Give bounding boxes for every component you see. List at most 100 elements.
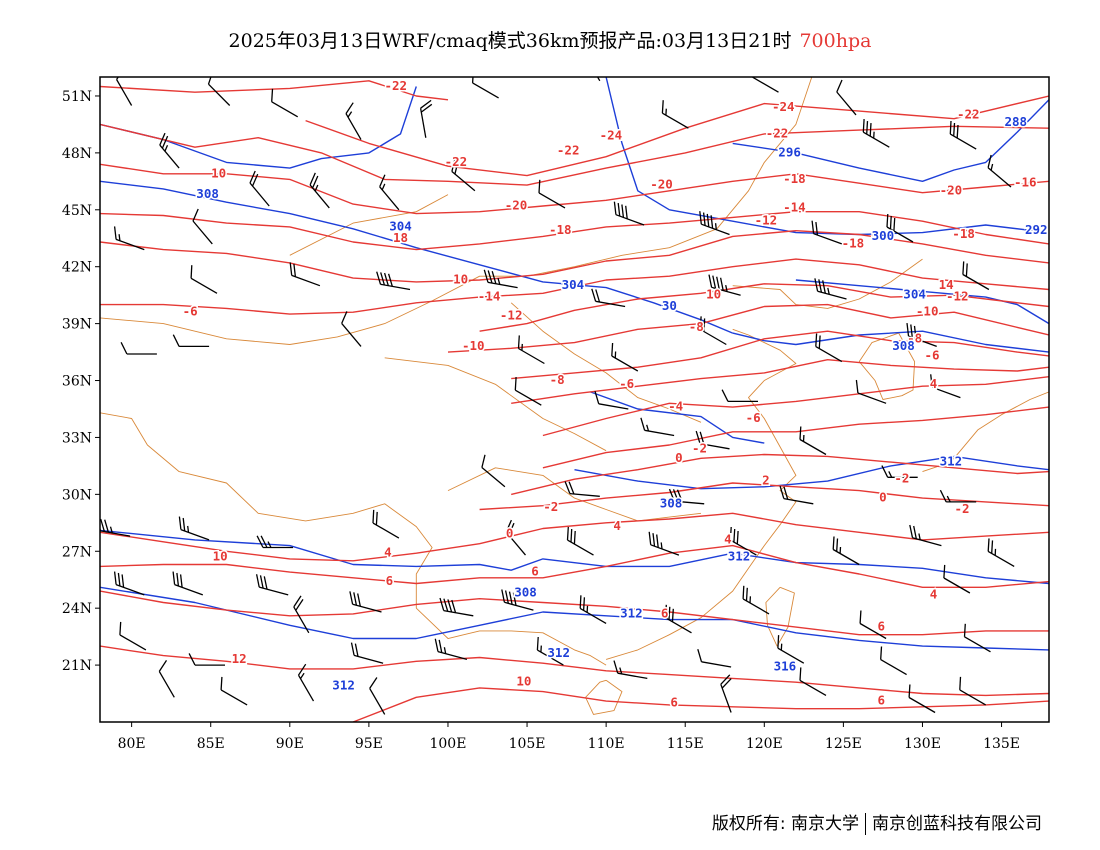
temperature-label: -24 [772, 99, 795, 114]
wind-barb [729, 526, 757, 556]
lat-tick-label: 45N [62, 203, 92, 219]
temperature-isoline [100, 80, 449, 101]
temperature-label: 4 [930, 376, 938, 391]
temperature-label: -8 [550, 372, 565, 387]
wind-barb [309, 172, 330, 209]
wind-barb [648, 531, 680, 556]
height-label: 316 [622, 742, 645, 757]
temperature-label: -10 [916, 304, 939, 319]
temperature-label: 4 [613, 518, 621, 533]
temperature-label: -20 [940, 182, 963, 197]
wind-barb [886, 213, 914, 243]
height-label: 316 [774, 659, 797, 674]
temperature-label: 6 [531, 564, 539, 579]
height-label: 308 [892, 338, 915, 353]
temperature-label: -2 [543, 499, 558, 514]
temperature-label: 4 [384, 545, 392, 560]
lon-tick-label: 115E [667, 736, 704, 752]
wind-barb [119, 621, 147, 651]
wind-barb [256, 535, 293, 549]
temperature-label: -6 [183, 304, 198, 319]
wind-barb [579, 595, 607, 624]
wind-barb [699, 211, 730, 236]
wind-barb [538, 179, 566, 209]
temperature-isoline [447, 303, 1049, 353]
wind-barb [855, 379, 887, 404]
temperature-label: -4 [668, 399, 683, 414]
temperature-isoline [305, 95, 1049, 177]
wind-barb [611, 342, 639, 372]
height-label: 312 [332, 678, 355, 693]
temperature-label: -6 [619, 376, 634, 391]
temperature-isoline [100, 258, 1049, 315]
wind-barb [439, 597, 474, 617]
title-main: 2025年03月13日WRF/cmaq模式36km预报产品:03月13日21时 [228, 30, 792, 52]
wind-barb [695, 430, 730, 450]
temperature-label: -22 [445, 154, 468, 169]
temperature-label: -14 [478, 289, 501, 304]
wind-barb [987, 154, 1012, 188]
height-isolines [100, 77, 1049, 651]
lat-tick-label: 48N [62, 146, 92, 162]
wind-barb [814, 278, 847, 300]
wind-barb [708, 274, 741, 296]
wind-barb [664, 604, 692, 634]
wind-barb [350, 642, 384, 664]
temperature-label: 6 [878, 619, 886, 634]
temperature-label: 6 [661, 605, 669, 620]
lat-tick-label: 27N [62, 544, 92, 560]
lat-tick-label: 51N [62, 89, 92, 105]
page-title: 2025年03月13日WRF/cmaq模式36km预报产品:03月13日21时 7… [0, 26, 1100, 53]
wind-barb [120, 342, 157, 355]
wind-barb [536, 636, 564, 666]
lat-tick-label: 39N [62, 317, 92, 333]
wind-barb [158, 660, 175, 698]
wind-barb [369, 677, 386, 715]
height-label: 312 [620, 605, 643, 620]
wind-barb [113, 571, 145, 596]
temperature-isoline [100, 230, 1049, 283]
temperature-label: 12 [232, 651, 247, 666]
wind-barb [564, 481, 600, 497]
wind-barb [113, 226, 145, 251]
wind-barb [661, 100, 689, 129]
temperature-label: -6 [746, 410, 761, 425]
wind-barb [799, 426, 827, 456]
boundary-line [732, 258, 923, 309]
wind-barb [859, 610, 887, 640]
lon-tick-label: 80E [118, 736, 146, 752]
wind-barb [959, 676, 987, 706]
wind-barb [255, 574, 289, 596]
wind-barb [207, 77, 231, 106]
wind-barb [909, 524, 942, 547]
plot-background [100, 77, 1049, 722]
wind-barb [906, 323, 937, 348]
boundary-line [510, 302, 702, 423]
temperature-label: -20 [505, 198, 528, 213]
wind-barb [566, 526, 594, 556]
height-isoline [100, 529, 1049, 585]
temperature-isoline [352, 687, 1049, 722]
temperature-label: -2 [954, 501, 969, 516]
wind-barb [372, 509, 400, 539]
temperature-isoline [100, 544, 1049, 588]
temperature-label: -18 [842, 235, 865, 250]
temperature-label: 6 [386, 573, 394, 588]
wind-barb [434, 638, 468, 661]
wind-barb [908, 684, 936, 714]
wind-barb [721, 389, 758, 403]
temperature-label: -24 [600, 127, 623, 142]
wind-barb [930, 374, 961, 399]
height-label: 308 [660, 495, 683, 510]
temperature-isoline [100, 512, 1049, 562]
temperature-label: 10 [453, 272, 468, 287]
temperature-label: -16 [1014, 175, 1037, 190]
height-label: 312 [728, 549, 751, 564]
temperature-label: -2 [692, 440, 707, 455]
wind-barb [697, 649, 732, 668]
height-label: 312 [547, 645, 570, 660]
temperature-label: 4 [930, 586, 938, 601]
lon-tick-label: 85E [197, 736, 225, 752]
wind-barb [862, 119, 890, 148]
wind-barb [188, 653, 225, 666]
